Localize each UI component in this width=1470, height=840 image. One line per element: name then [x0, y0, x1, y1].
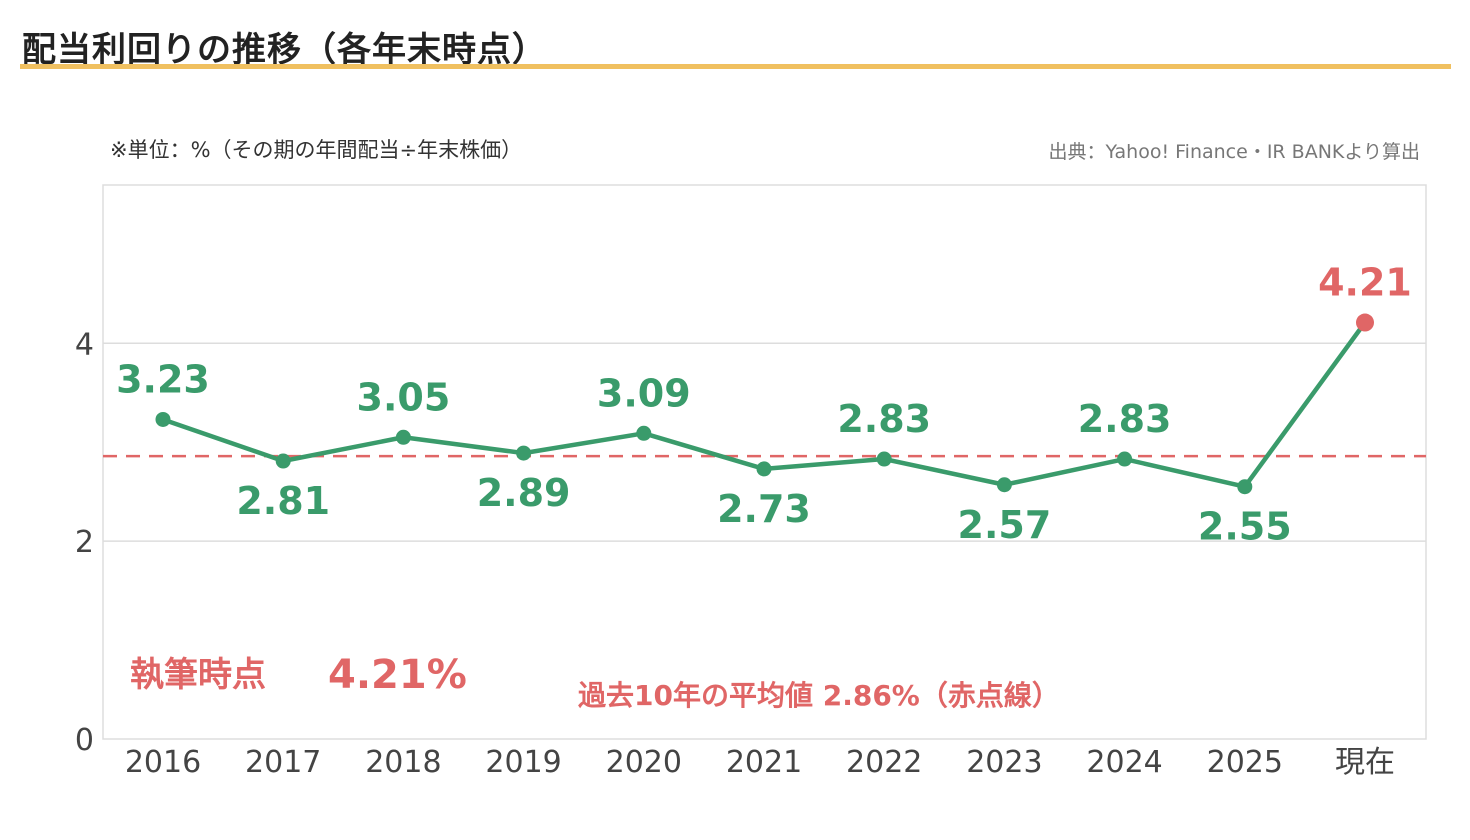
data-label: 3.09 — [597, 371, 691, 415]
data-label: 4.21 — [1318, 261, 1412, 305]
x-axis-ticks: 2016 2017 2018 2019 2020 2021 2022 2023 2024 2025… — [125, 745, 1395, 780]
data-point — [155, 411, 171, 427]
x-tick-label: 2019 — [485, 745, 561, 780]
data-label: 2.83 — [837, 397, 931, 441]
data-label: 2.73 — [717, 487, 811, 531]
x-tick-label: 2023 — [966, 745, 1042, 780]
data-point — [1117, 451, 1133, 467]
unit-note: ※単位：%（その期の年間配当÷年末株価） — [110, 138, 523, 162]
x-tick-label: 2016 — [125, 745, 201, 780]
y-tick-label: 4 — [75, 327, 94, 362]
x-tick-label: 2017 — [245, 745, 321, 780]
plot-frame — [102, 184, 1427, 740]
data-point — [275, 453, 291, 469]
data-point — [1237, 479, 1253, 495]
data-label: 2.83 — [1078, 397, 1172, 441]
data-label: 3.23 — [116, 357, 210, 401]
data-point — [636, 425, 652, 441]
source-note: 出典：Yahoo! Finance・IR BANKより算出 — [1048, 141, 1420, 163]
y-axis-ticks: 0 2 4 — [75, 327, 94, 758]
data-label: 3.05 — [357, 375, 451, 419]
data-labels: 3.23 2.81 3.05 2.89 3.09 2.73 2.83 2.57 2.83 2.55… — [116, 261, 1412, 549]
page-title: 配当利回りの推移（各年末時点） — [22, 30, 547, 70]
x-tick-label: 2021 — [726, 745, 802, 780]
x-tick-label: 2022 — [846, 745, 922, 780]
x-tick-label: 現在 — [1335, 745, 1395, 780]
data-label: 2.55 — [1198, 505, 1292, 549]
data-points — [155, 313, 1374, 495]
data-point — [756, 461, 772, 477]
data-point-current — [1356, 313, 1374, 332]
current-label: 執筆時点 — [130, 655, 266, 695]
plot-border — [102, 184, 1427, 740]
data-point — [395, 429, 411, 445]
title-underline — [20, 64, 1451, 69]
y-tick-label: 2 — [75, 525, 94, 560]
average-note: 過去10年の平均値 2.86%（赤点線） — [578, 679, 1060, 712]
data-label: 2.57 — [958, 503, 1052, 547]
annotations: 執筆時点 4.21% 過去10年の平均値 2.86%（赤点線） — [130, 652, 1060, 712]
data-point — [516, 445, 532, 461]
y-tick-label: 0 — [75, 723, 94, 758]
data-point — [996, 477, 1012, 493]
x-tick-label: 2018 — [365, 745, 441, 780]
data-label: 2.89 — [477, 471, 571, 515]
current-value: 4.21% — [328, 652, 467, 698]
grid-lines — [103, 342, 1426, 542]
data-point — [876, 451, 892, 467]
x-tick-label: 2024 — [1086, 745, 1162, 780]
x-tick-label: 2020 — [606, 745, 682, 780]
x-tick-label: 2025 — [1207, 745, 1283, 780]
data-label: 2.81 — [236, 479, 330, 523]
